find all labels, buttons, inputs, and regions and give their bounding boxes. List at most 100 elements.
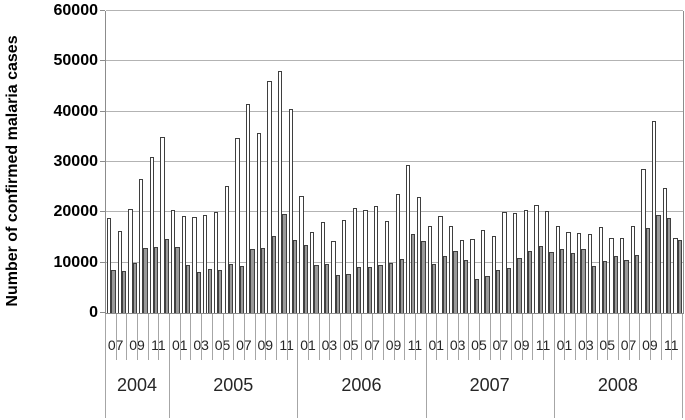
month-tick-line [628,314,630,360]
bar [523,209,529,313]
x-month-label: 11 [276,336,298,354]
month-tick-line [211,314,213,360]
bar [196,271,202,313]
month-tick-line [318,314,320,360]
y-tick-label: 20000 [53,203,99,221]
month-tick-line [639,314,641,360]
bar [245,104,251,313]
x-month-label: 05 [596,336,618,354]
month-tick-line [254,314,256,360]
bar [399,258,405,313]
bar [164,239,170,313]
bar [545,210,550,313]
bar [352,207,358,313]
month-tick-line [297,314,299,360]
x-month-label: 01 [553,336,575,354]
month-tick-line [617,314,619,360]
bar [587,234,593,313]
month-tick-line [147,314,149,360]
bar [267,81,272,313]
bar [416,196,422,313]
x-month-label: 09 [383,336,405,354]
x-month-label: 09 [126,336,148,354]
bar [549,252,554,313]
bar [410,234,415,313]
y-tick-label: 10000 [53,253,99,271]
x-month-label: 03 [318,336,340,354]
bar [421,240,426,313]
gridline [106,161,683,162]
month-tick-line [393,314,395,360]
bar [630,226,635,313]
year-separator-line [297,360,299,418]
x-month-label: 09 [639,336,661,354]
bar [641,168,646,313]
x-month-label: 01 [169,336,191,354]
bar [389,263,394,313]
bar [634,255,640,313]
x-month-label: 05 [468,336,490,354]
bar [207,268,212,313]
bar [666,218,672,313]
bar [235,137,240,313]
y-axis-tick [100,261,105,263]
x-month-label: 01 [297,336,319,354]
bar [538,245,544,313]
bar [609,238,614,313]
month-tick-line [286,314,288,360]
bar [256,132,261,313]
year-separator-line [105,360,106,418]
bar [442,256,447,313]
bar [384,221,390,313]
bar [132,262,138,313]
bar [250,249,255,313]
bar [346,274,351,313]
month-tick-line [671,314,673,360]
month-tick-line [126,314,128,360]
bar [619,237,625,313]
bar [470,239,475,313]
month-tick-line [275,314,277,360]
bar [186,265,191,313]
bar [149,156,155,313]
month-tick-line [340,314,342,360]
x-month-label: 07 [233,336,255,354]
y-tick-label: 0 [89,304,98,321]
bar [502,212,507,313]
bar [448,226,454,313]
bar [239,265,244,313]
bar [506,267,511,313]
month-tick-line [553,314,555,360]
bar [335,275,341,313]
month-tick-line [105,314,106,360]
bar [292,240,298,313]
bar [581,248,586,313]
month-tick-line [382,314,384,360]
bar [677,239,682,313]
x-month-label: 11 [532,336,554,354]
month-tick-line [179,314,181,360]
gridline [106,261,683,263]
bar [438,215,443,313]
plot-area [105,10,684,314]
bar [224,185,229,313]
bar [310,232,315,313]
x-year-label: 2008 [597,375,638,395]
bar [427,226,432,313]
gridline [106,60,683,62]
bar [374,205,379,313]
bar [598,227,603,313]
month-tick-line [478,314,480,360]
bar [624,259,629,313]
bar [314,265,319,313]
bar [342,220,347,313]
bar [203,215,208,313]
bar [513,213,518,313]
bar [357,267,362,313]
bar [453,251,458,313]
bar [651,120,657,313]
bar [213,211,219,313]
bar [577,232,582,313]
x-month-label: 05 [340,336,362,354]
x-month-label: 05 [212,336,234,354]
